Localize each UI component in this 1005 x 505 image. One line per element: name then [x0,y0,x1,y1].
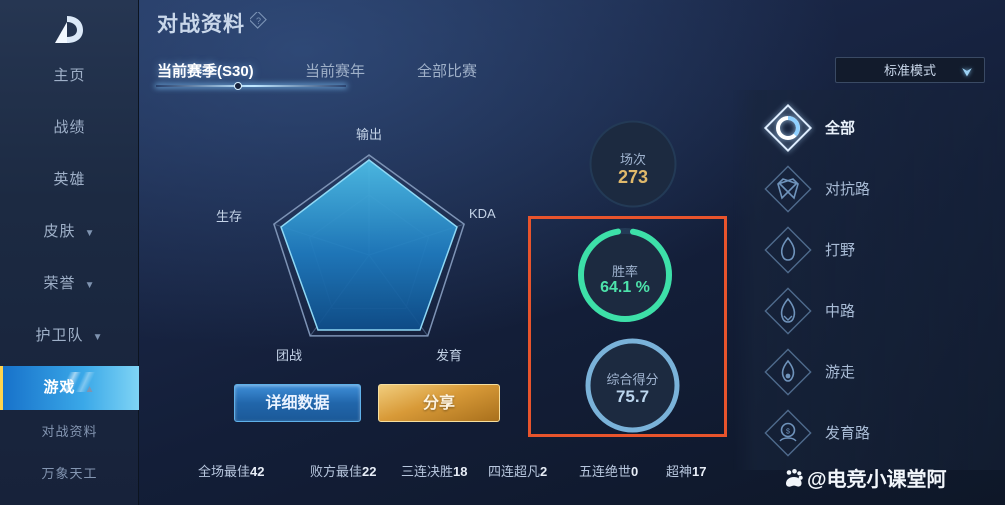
svg-text:$: $ [786,429,790,436]
